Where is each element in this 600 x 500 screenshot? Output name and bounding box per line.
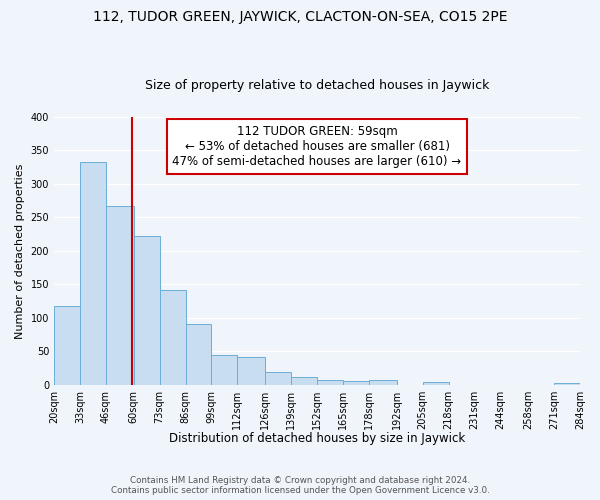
Text: 112 TUDOR GREEN: 59sqm
← 53% of detached houses are smaller (681)
47% of semi-de: 112 TUDOR GREEN: 59sqm ← 53% of detached… <box>172 125 461 168</box>
Bar <box>54 306 80 385</box>
Bar <box>369 380 397 385</box>
Bar <box>80 162 106 385</box>
Bar <box>554 383 580 385</box>
Bar <box>238 358 265 385</box>
X-axis label: Distribution of detached houses by size in Jaywick: Distribution of detached houses by size … <box>169 432 465 445</box>
Bar <box>106 206 134 385</box>
Bar <box>185 324 211 385</box>
Text: Contains HM Land Registry data © Crown copyright and database right 2024.
Contai: Contains HM Land Registry data © Crown c… <box>110 476 490 495</box>
Bar <box>160 290 185 385</box>
Bar <box>317 380 343 385</box>
Text: 112, TUDOR GREEN, JAYWICK, CLACTON-ON-SEA, CO15 2PE: 112, TUDOR GREEN, JAYWICK, CLACTON-ON-SE… <box>93 10 507 24</box>
Bar <box>422 382 449 385</box>
Bar <box>134 236 160 385</box>
Title: Size of property relative to detached houses in Jaywick: Size of property relative to detached ho… <box>145 79 489 92</box>
Bar <box>265 372 291 385</box>
Y-axis label: Number of detached properties: Number of detached properties <box>15 163 25 338</box>
Bar <box>211 356 238 385</box>
Bar <box>343 381 369 385</box>
Bar <box>291 377 317 385</box>
